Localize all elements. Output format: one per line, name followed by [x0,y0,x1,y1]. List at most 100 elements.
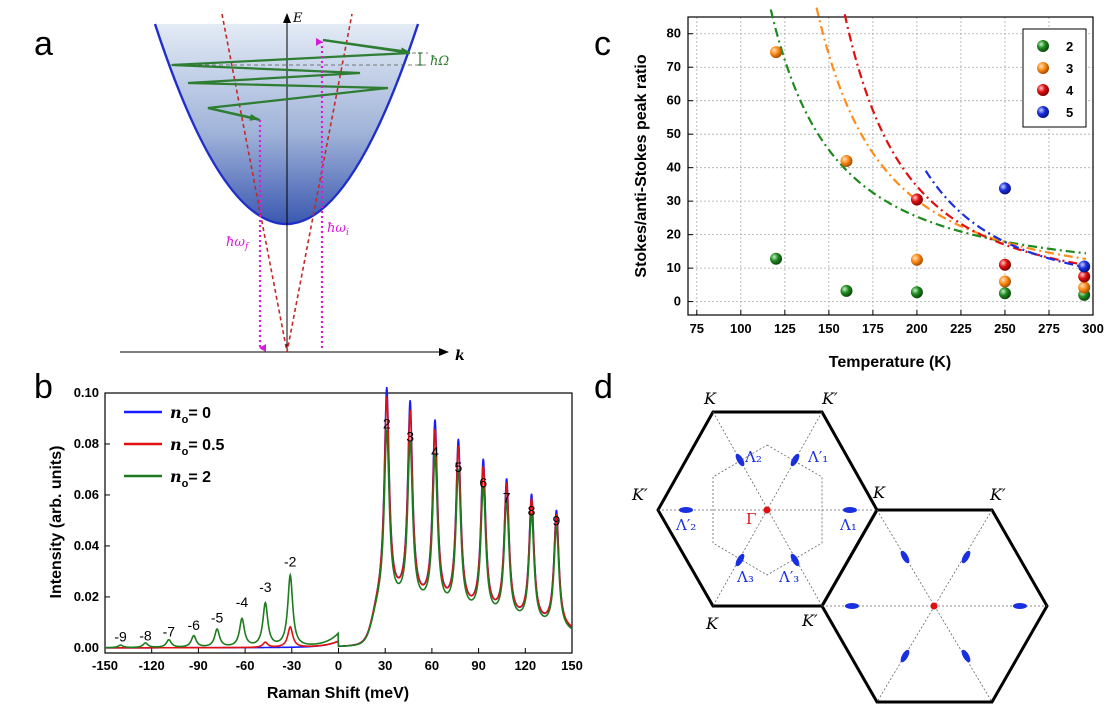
chart-c-fit-curve [769,9,1087,255]
chart-c-point [910,286,923,299]
vertex-K-right: K [872,483,886,502]
chart-b-series-line [105,386,573,649]
chart-b-legend-label: no= 0.5 [170,435,225,458]
chart-c-ticks: 75 100 125 150 175 200 225 250 275 300 0 10 20 30 40 50… [667,26,1104,336]
chart-b-peak-label: 2 [383,416,391,432]
chart-c-point [770,252,783,265]
chart-b-xtick-label: -150 [92,658,118,673]
chart-c-point [1078,281,1091,294]
chart-b-xtick-label: -120 [139,658,165,673]
chart-c-point [998,258,1011,271]
chart-b-xtick-label: 30 [378,658,392,673]
chart-b-peak-label: 3 [406,428,414,444]
hwi-label: ħωi [327,221,349,238]
chart-c-xtick-label: 200 [906,321,928,336]
gamma-point-right [930,602,938,610]
chart-c-ytick-label: 70 [667,59,681,74]
chart-c-point [910,193,923,206]
chart-c-fit-curve [843,14,1087,267]
zigzag-arrow-bottom [207,106,259,121]
chart-c-legend-marker [1037,106,1049,118]
scattering-zigzag [171,38,411,122]
chart-c-point [1078,260,1091,273]
brillouin-zone-diagram: K K′ K′ K K K′ K′ Λ₂ Λ′₁ Λ′₂ Λ₁ Λ₃ Λ′₃ Γ [631,389,1049,704]
chart-c-xtick-label: 150 [818,321,840,336]
chart-b-frame [104,392,573,654]
chart-c-fit-curve [924,170,1087,269]
lambda-1p-label: Λ′₁ [807,448,828,466]
chart-c-point [998,275,1011,288]
chart-b-xtick-label: -90 [189,658,208,673]
omega-label: ħΩ [430,54,449,69]
chart-b-ylabel: Intensity (arb. units) [48,446,65,599]
chart-b-peak-label: 7 [503,490,511,506]
hwf-label: ħωf [226,235,250,252]
chart-c-ytick-label: 10 [667,260,681,275]
chart-c-point [840,154,853,167]
chart-b-xtick-label: 150 [561,658,583,673]
chart-b-peak-label: -5 [211,609,224,625]
chart-c-legend-label: 3 [1066,61,1073,76]
chart-c-xtick-label: 250 [994,321,1016,336]
chart-b-peak-label: -7 [163,623,176,639]
chart-b-xtick-label: -30 [282,658,301,673]
lambda-3p-label: Λ′₃ [778,568,799,586]
panel-label-c: c [594,25,611,63]
chart-c-legend-marker [1037,40,1049,52]
lambda-3-label: Λ₃ [736,568,754,586]
chart-b-series-line [105,429,573,649]
chart-b-peak-label: 8 [528,502,536,518]
lambda-1-label: Λ₁ [839,516,857,534]
chart-b-peak-label: 5 [454,459,462,475]
zigzag-arrow-top [322,38,410,55]
chart-c-xtick-label: 75 [690,321,704,336]
chart-b-xlabel: Raman Shift (meV) [267,685,409,702]
chart-c-point [910,253,923,266]
lambda-2p-label: Λ′₂ [675,516,696,534]
e-axis-label: E [292,11,303,26]
chart-c-legend-box [1022,28,1087,128]
chart-b-series [105,386,573,649]
chart-b-peak-label: -6 [188,617,201,633]
chart-c-point [998,182,1011,195]
chart-c-xtick-label: 175 [862,321,884,336]
k-axis-label: k [455,348,465,364]
parabola-band [153,23,420,226]
valleys-right [845,550,1027,663]
chart-c-ytick-label: 40 [667,160,681,175]
chart-b-xtick-label: 0 [335,658,342,673]
omega-bracket [418,52,422,66]
chart-b-ytick-label: 0.04 [74,538,100,553]
chart-b-xtick-label: -60 [236,658,255,673]
vertex-K-bottom-left: K [705,614,719,633]
chart-c-xtick-label: 100 [730,321,752,336]
chart-c-xtick-label: 225 [950,321,972,336]
chart-c-point [770,46,783,59]
chart-c-fit-lines [769,7,1087,269]
chart-b-peak-label: 9 [553,513,561,529]
chart-b-peak-label: -3 [259,579,272,595]
chart-c-xlabel: Temperature (K) [829,354,951,371]
panel-label-d: d [594,368,613,406]
band-diagram: E k ħΩ ħωf ħωi [120,11,465,364]
chart-c-legend-marker [1037,62,1049,74]
raman-spectrum-chart: -150 -120 -90 -60 -30 0 30 60 90 120 150 0.00 0.02 0.… [48,385,583,702]
vertex-K-top-left: K [703,389,717,408]
chart-b-legend: no= 0 no= 0.5 no= 2 [124,403,225,490]
chart-c-legend-label: 4 [1066,83,1074,98]
vertex-Kp-top-right: K′ [821,389,838,408]
chart-c-point [840,284,853,297]
chart-c-points [770,46,1091,301]
chart-b-peak-label: 6 [479,474,487,490]
chart-c-point [1078,270,1091,283]
chart-c-frame [687,16,1094,316]
lambda-2-label: Λ₂ [744,448,762,466]
chart-b-xtick-label: 120 [514,658,536,673]
panel-label-b: b [34,368,53,406]
chart-b-ticks: -150 -120 -90 -60 -30 0 30 60 90 120 150 0.00 0.02 0.… [74,385,583,673]
chart-b-legend-label: no= 0 [170,403,211,426]
chart-b-peak-label: -2 [284,553,297,569]
chart-c-ytick-label: 20 [667,227,681,242]
chart-c-legend-marker [1037,84,1049,96]
valleys-left [679,453,857,567]
